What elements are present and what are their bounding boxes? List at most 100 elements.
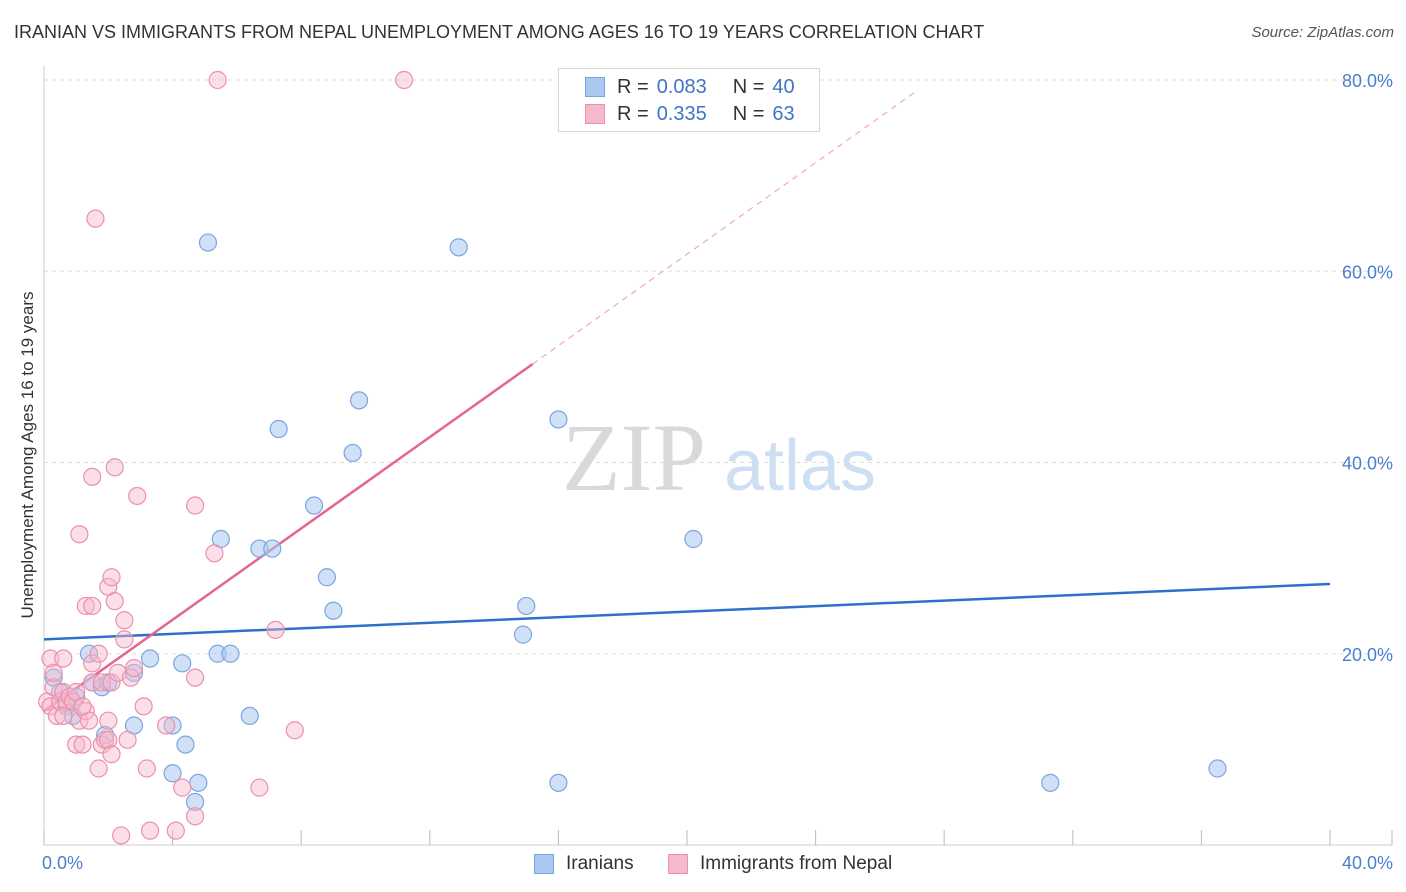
nepal-point (70, 525, 89, 544)
iranians-point (163, 716, 182, 735)
legend-swatch-iranians (585, 77, 605, 97)
iranians-point (324, 601, 343, 620)
nepal-point (205, 544, 224, 563)
iranians-point (173, 654, 192, 673)
y-axis-label: Unemployment Among Ages 16 to 19 years (18, 292, 37, 619)
bottom-legend-nepal: Immigrants from Nepal (668, 852, 892, 876)
bottom-legend-iranians: Iranians (534, 852, 634, 876)
iranians-point (317, 568, 337, 587)
x-tick-label: 0.0% (42, 853, 83, 873)
nepal-point (99, 730, 118, 749)
points-layer (38, 70, 1227, 845)
nepal-point (266, 620, 285, 639)
legend-r-label: R = (617, 75, 649, 98)
iranians-point (1041, 773, 1060, 792)
iranians-point (684, 529, 703, 549)
legend-row-nepal: R = 0.335 N = 63 (585, 102, 795, 126)
iranians-point (79, 644, 99, 663)
bottom-legend-label-nepal: Immigrants from Nepal (700, 853, 893, 874)
watermark-atlas: atlas (724, 426, 876, 506)
iranians-point (221, 644, 240, 663)
iranians-point (198, 233, 218, 252)
axes-layer (43, 66, 1393, 846)
nepal-point (173, 778, 192, 797)
iranians-point (240, 706, 259, 726)
nepal-point (54, 706, 73, 726)
legend-swatch-nepal (585, 104, 605, 124)
correlation-legend: R = 0.083 N = 40 R = 0.335 N = 63 (558, 68, 820, 132)
bottom-legend-label-iranians: Iranians (566, 853, 634, 874)
y-tick-label: 60.0% (1342, 262, 1393, 282)
grid-layer (44, 79, 1392, 655)
nepal-point (166, 821, 185, 840)
nepal-point (208, 70, 227, 90)
nepal-point (89, 759, 108, 778)
nepal-point (99, 711, 118, 730)
tick-labels-layer: 20.0% 40.0% 60.0% 80.0% 0.0% 40.0% (42, 71, 1393, 873)
iranians-point (263, 539, 282, 558)
nepal-point (92, 673, 111, 692)
nepal-point (41, 649, 60, 668)
nepal-point (89, 644, 108, 663)
nepal-trend-extension (532, 89, 919, 365)
legend-row-iranians: R = 0.083 N = 40 (585, 75, 795, 99)
nepal-point (83, 596, 102, 616)
iranians-point (1208, 759, 1227, 778)
nepal-point (44, 663, 63, 682)
y-tick-label: 20.0% (1342, 645, 1393, 665)
nepal-point (102, 745, 121, 764)
iranians-point (349, 391, 369, 410)
nepal-point (54, 649, 73, 668)
nepal-point (50, 692, 70, 711)
nepal-point (186, 496, 205, 515)
nepal-point (73, 735, 92, 754)
nepal-point (47, 706, 66, 726)
bottom-legend-swatch-nepal (668, 854, 688, 874)
iranians-point (449, 238, 468, 257)
legend-r-label: R = (617, 102, 649, 125)
iranians-point (513, 625, 533, 644)
nepal-point (115, 611, 134, 630)
legend-n-label: N = (732, 102, 765, 125)
nepal-point (105, 592, 124, 611)
nepal-point (63, 692, 83, 711)
nepal-point (140, 821, 160, 840)
iranians-point (269, 419, 288, 439)
nepal-point (115, 630, 134, 649)
iranians-point (140, 649, 160, 668)
y-tick-label: 80.0% (1342, 71, 1393, 91)
nepal-point (83, 673, 102, 692)
iranians-point (343, 443, 362, 463)
nepal-point (76, 596, 95, 616)
nepal-point (128, 486, 147, 506)
nepal-point (112, 826, 131, 845)
nepal-point (102, 568, 121, 587)
legend-n-value-nepal: 63 (772, 102, 795, 125)
nepal-point (137, 759, 156, 778)
nepal-point (118, 730, 137, 749)
nepal-point (134, 697, 153, 716)
nepal-point (157, 716, 176, 735)
legend-n-label: N = (732, 75, 765, 98)
trend-layer (43, 89, 1331, 713)
nepal-point (250, 778, 269, 797)
nepal-point (285, 721, 304, 740)
nepal-point (83, 467, 102, 486)
watermark-zip: ZIP (562, 404, 706, 511)
bottom-legend-swatch-iranians (534, 854, 554, 874)
nepal-point (394, 70, 414, 90)
x-tick-label: 40.0% (1342, 853, 1393, 873)
iranians-point (163, 764, 182, 783)
chart-title: IRANIAN VS IMMIGRANTS FROM NEPAL UNEMPLO… (14, 22, 985, 42)
nepal-point (186, 807, 205, 826)
nepal-point (83, 654, 102, 673)
iranians-point (517, 596, 536, 616)
nepal-point (86, 209, 105, 228)
legend-n-value-iranians: 40 (772, 75, 795, 98)
iranians-point (304, 496, 324, 515)
iranians-point (176, 735, 195, 754)
nepal-point (105, 458, 124, 477)
nepal-point (102, 673, 121, 692)
nepal-point (67, 735, 86, 754)
